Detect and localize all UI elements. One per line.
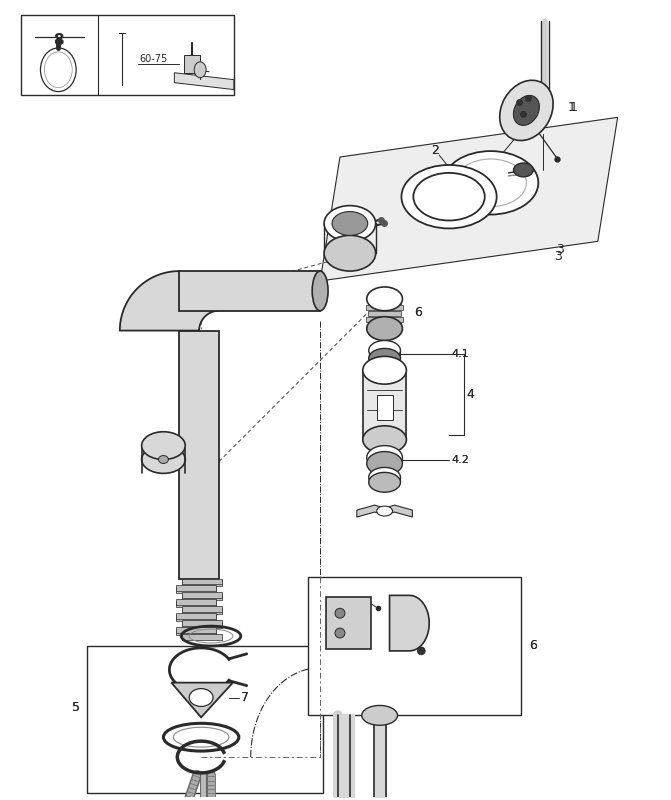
Ellipse shape bbox=[363, 356, 407, 384]
Ellipse shape bbox=[513, 95, 539, 126]
Ellipse shape bbox=[517, 99, 523, 106]
Text: 60-75: 60-75 bbox=[140, 54, 168, 64]
Ellipse shape bbox=[513, 163, 533, 177]
Bar bbox=[326, 598, 370, 649]
Text: 4: 4 bbox=[466, 387, 474, 401]
Text: 3: 3 bbox=[556, 242, 564, 256]
Text: 6: 6 bbox=[414, 306, 422, 319]
Text: 6: 6 bbox=[529, 639, 537, 653]
Polygon shape bbox=[174, 73, 234, 90]
Bar bbox=[176, 629, 216, 635]
Ellipse shape bbox=[194, 62, 206, 78]
Ellipse shape bbox=[363, 426, 407, 454]
Polygon shape bbox=[390, 595, 429, 651]
Ellipse shape bbox=[417, 647, 425, 655]
Bar bbox=[87, 646, 323, 793]
Bar bbox=[183, 634, 222, 640]
Bar bbox=[368, 322, 401, 328]
Ellipse shape bbox=[142, 446, 185, 474]
Bar bbox=[176, 587, 216, 594]
Bar bbox=[183, 622, 222, 628]
Ellipse shape bbox=[521, 111, 527, 118]
Ellipse shape bbox=[367, 317, 403, 341]
Text: 4: 4 bbox=[466, 387, 474, 401]
Ellipse shape bbox=[455, 159, 527, 206]
Ellipse shape bbox=[401, 165, 497, 229]
Text: 5: 5 bbox=[72, 701, 80, 714]
Text: 2: 2 bbox=[431, 143, 439, 157]
Text: 8: 8 bbox=[53, 33, 64, 48]
Text: 6: 6 bbox=[529, 639, 537, 653]
Polygon shape bbox=[357, 505, 413, 517]
Ellipse shape bbox=[413, 173, 484, 221]
Bar bbox=[183, 608, 222, 614]
Ellipse shape bbox=[369, 349, 401, 368]
Text: 4.1: 4.1 bbox=[451, 350, 469, 359]
Text: 6: 6 bbox=[414, 306, 422, 319]
Text: 4.1: 4.1 bbox=[451, 350, 469, 359]
Ellipse shape bbox=[525, 95, 531, 102]
Bar bbox=[176, 614, 216, 619]
Bar bbox=[366, 305, 403, 310]
Ellipse shape bbox=[367, 451, 403, 475]
Ellipse shape bbox=[312, 271, 328, 310]
Bar bbox=[183, 606, 222, 612]
Bar bbox=[376, 395, 393, 420]
Ellipse shape bbox=[189, 689, 213, 706]
Ellipse shape bbox=[367, 446, 403, 470]
Ellipse shape bbox=[362, 706, 397, 726]
Ellipse shape bbox=[500, 80, 553, 141]
Bar bbox=[183, 592, 222, 598]
Ellipse shape bbox=[324, 206, 376, 242]
Ellipse shape bbox=[369, 467, 401, 487]
Bar bbox=[368, 299, 401, 304]
Ellipse shape bbox=[324, 235, 376, 271]
Bar bbox=[21, 15, 234, 94]
Polygon shape bbox=[179, 271, 320, 310]
Text: 1: 1 bbox=[570, 101, 578, 114]
Bar bbox=[176, 586, 216, 591]
Bar bbox=[176, 615, 216, 621]
Ellipse shape bbox=[158, 455, 168, 463]
Polygon shape bbox=[120, 271, 219, 330]
Bar bbox=[185, 55, 200, 73]
Text: 5: 5 bbox=[72, 701, 80, 714]
Bar bbox=[183, 578, 222, 585]
Polygon shape bbox=[320, 118, 617, 281]
Text: 1: 1 bbox=[568, 101, 576, 114]
Ellipse shape bbox=[40, 48, 76, 91]
Ellipse shape bbox=[369, 472, 401, 492]
Ellipse shape bbox=[335, 628, 345, 638]
Bar bbox=[176, 599, 216, 606]
Bar bbox=[176, 602, 216, 607]
Text: 7: 7 bbox=[241, 691, 249, 704]
Ellipse shape bbox=[142, 432, 185, 459]
Ellipse shape bbox=[367, 287, 403, 310]
Bar bbox=[366, 317, 403, 322]
Ellipse shape bbox=[443, 151, 538, 214]
Bar bbox=[308, 577, 521, 715]
Bar bbox=[183, 594, 222, 600]
Bar bbox=[183, 620, 222, 626]
Text: 4.2: 4.2 bbox=[451, 455, 469, 466]
Ellipse shape bbox=[335, 608, 345, 618]
Ellipse shape bbox=[332, 211, 368, 235]
Polygon shape bbox=[171, 682, 233, 718]
Text: 3: 3 bbox=[554, 250, 562, 262]
Text: 2: 2 bbox=[431, 143, 439, 157]
Ellipse shape bbox=[369, 341, 401, 360]
Polygon shape bbox=[179, 330, 219, 578]
Ellipse shape bbox=[376, 506, 393, 516]
Bar bbox=[183, 581, 222, 586]
Text: 4.2: 4.2 bbox=[451, 455, 469, 466]
Bar bbox=[369, 350, 401, 358]
Bar bbox=[176, 627, 216, 633]
Bar bbox=[368, 310, 401, 316]
Text: 7: 7 bbox=[241, 691, 249, 704]
